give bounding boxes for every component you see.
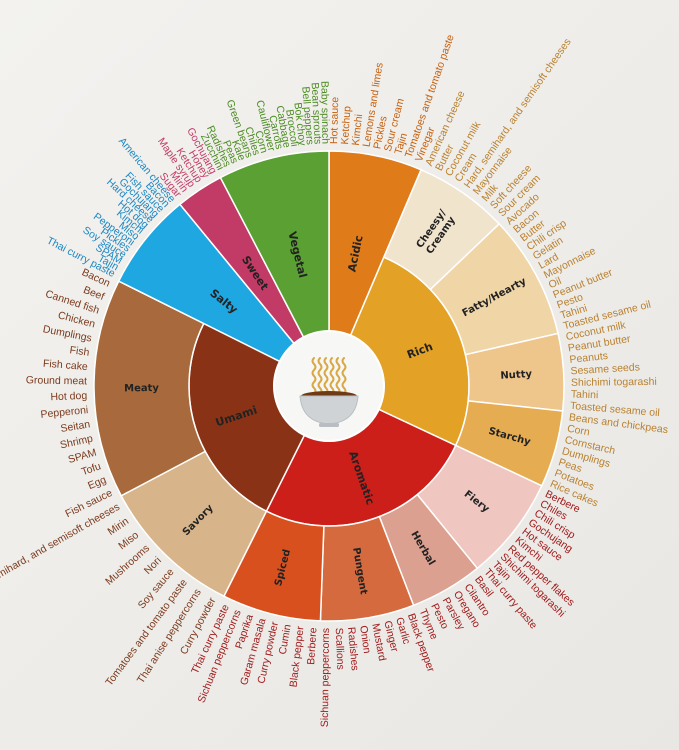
ingredient-label: Onion <box>357 625 373 655</box>
ingredient-label: Bell peppers <box>299 86 316 145</box>
ingredient-label: Broccoli <box>283 109 300 148</box>
ingredient-label: Bean sprouts <box>309 82 324 144</box>
ingredient-label: Shichimi togarashi <box>571 376 657 389</box>
subsegment-label-nutty: Nutty <box>500 369 533 382</box>
subsegment-label-meaty: Meaty <box>124 383 159 394</box>
ingredient-label: Tajin <box>392 132 410 156</box>
ingredient-label: Cumin <box>277 623 294 655</box>
ingredient-label: Hard, semihard, and semisoft cheeses <box>0 501 122 600</box>
ingredient-label: Corn <box>252 129 270 154</box>
ingredient-label: Fish cake <box>42 358 88 373</box>
ingredient-label: Ground meat <box>26 374 88 387</box>
ingredient-label: Tahini <box>571 388 599 401</box>
ingredient-label: Baby spinach <box>318 81 331 144</box>
ingredient-label: Hot dog <box>50 390 87 404</box>
ingredient-label: Sichuan peppercorns <box>319 628 332 727</box>
ingredient-label: Kimchi <box>350 113 365 146</box>
noodle-bowl-icon <box>299 357 359 427</box>
ingredient-label: Scallions <box>333 628 347 670</box>
center-disk <box>273 330 385 442</box>
ingredient-label: Sesame seeds <box>570 361 640 377</box>
ingredient-label: Ketchup <box>339 106 354 145</box>
ingredient-label: Berbere <box>305 627 319 665</box>
ingredient-label: Radishes <box>345 626 361 671</box>
ingredient-label: Seitan <box>60 418 91 435</box>
ingredient-label: Hot sauce <box>328 96 341 144</box>
ingredient-label: Oil <box>547 275 564 291</box>
ingredient-label: Hard, semihard, and semisoft cheeses <box>462 36 574 190</box>
ingredient-label: Pepperoni <box>40 404 89 421</box>
ingredient-label: Corn <box>566 423 591 439</box>
ingredient-label: Fish <box>69 344 90 359</box>
ingredient-label: Bok choy <box>291 102 308 147</box>
ingredient-label: Peanuts <box>569 350 609 366</box>
